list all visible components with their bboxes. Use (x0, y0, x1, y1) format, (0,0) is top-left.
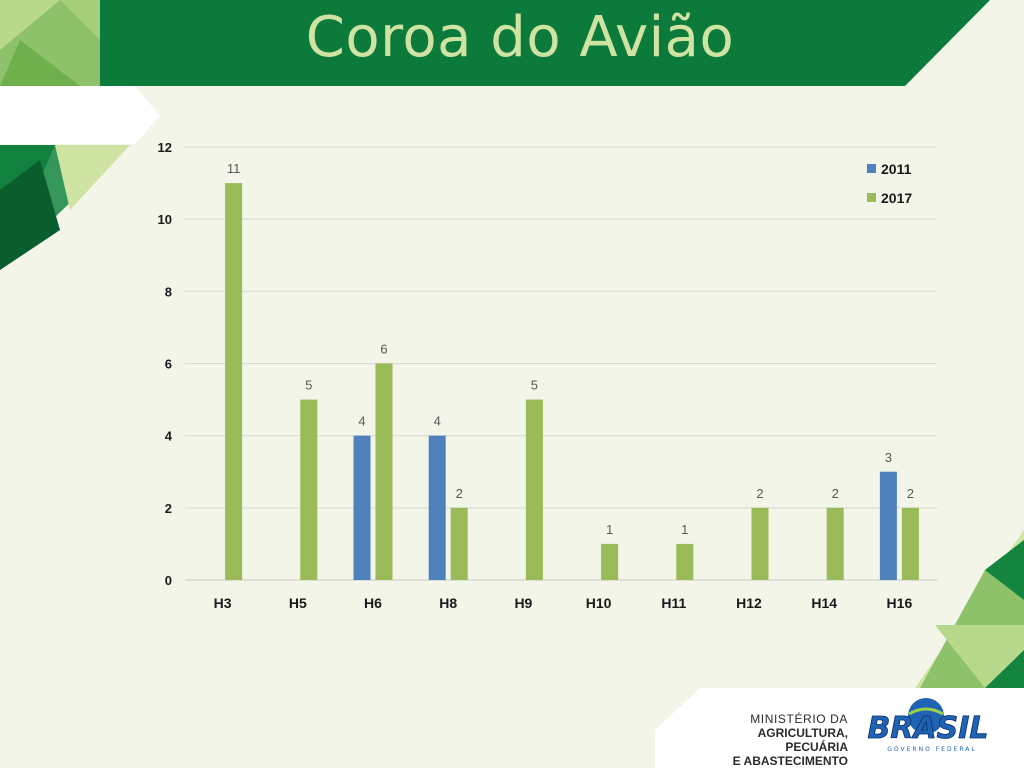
brand-text: BRASIL (867, 711, 988, 746)
x-tick-label: H14 (811, 595, 837, 611)
y-tick-label: 4 (165, 429, 173, 444)
legend-swatch-2011 (867, 164, 876, 173)
bar-2011-H16 (879, 471, 897, 580)
bar-2011-H6 (353, 435, 371, 580)
bar-2017-H16 (901, 507, 919, 580)
x-tick-label: H8 (439, 595, 457, 611)
legend-label-2017: 2017 (881, 190, 912, 206)
x-tick-label: H10 (586, 595, 612, 611)
data-label: 2 (832, 486, 839, 501)
data-label: 4 (358, 414, 365, 429)
data-label: 5 (531, 378, 538, 393)
legend-swatch-2017 (867, 193, 876, 202)
legend-label-2011: 2011 (881, 161, 912, 177)
y-tick-label: 10 (158, 212, 172, 227)
bar-2017-H8 (450, 507, 468, 580)
bars (225, 183, 919, 581)
x-tick-label: H6 (364, 595, 382, 611)
bar-2017-H5 (300, 399, 318, 580)
bar-2011-H8 (428, 435, 446, 580)
data-label: 11 (227, 161, 241, 176)
y-tick-label: 8 (165, 284, 172, 299)
data-label: 2 (456, 486, 463, 501)
bar-2017-H3 (225, 183, 243, 581)
x-tick-label: H11 (661, 595, 686, 611)
ministry-name: MINISTÉRIO DA AGRICULTURA, PECUÁRIA E AB… (702, 712, 848, 768)
brand-subtitle: GOVERNO FEDERAL (887, 746, 976, 753)
y-tick-label: 6 (165, 357, 172, 372)
y-tick-label: 12 (158, 140, 172, 155)
x-tick-label: H9 (514, 595, 532, 611)
legend: 2011 2017 (867, 161, 912, 206)
y-tick-label: 0 (165, 573, 172, 588)
x-tick-label: H3 (214, 595, 232, 611)
data-label: 2 (756, 486, 763, 501)
left-decoration (0, 0, 130, 270)
x-axis-ticks: H3 H5 H6 H8 H9 H10 H11 H12 H14 H16 (214, 595, 913, 611)
y-axis-ticks: 0 2 4 6 8 10 12 (158, 140, 173, 588)
ministry-line-1: MINISTÉRIO DA (750, 712, 848, 726)
bar-2017-H6 (375, 363, 393, 580)
data-label: 1 (681, 522, 688, 537)
data-label: 4 (434, 414, 441, 429)
title-bar (100, 0, 990, 86)
ministry-line-2: AGRICULTURA, PECUÁRIA (757, 726, 848, 754)
data-label: 5 (305, 378, 312, 393)
bar-2017-H14 (826, 507, 844, 580)
x-tick-label: H16 (887, 595, 913, 611)
data-label: 3 (885, 450, 892, 465)
white-tab-decoration (0, 86, 160, 144)
bar-2017-H9 (525, 399, 543, 580)
ministry-line-3: E ABASTECIMENTO (732, 754, 848, 768)
x-tick-label: H5 (289, 595, 307, 611)
bar-2017-H10 (601, 543, 619, 580)
brasil-logo: BRASIL GOVERNO FEDERAL (867, 698, 989, 753)
gridlines (185, 146, 937, 581)
page-title: Coroa do Avião (305, 5, 735, 70)
y-tick-label: 2 (165, 501, 172, 516)
bar-2017-H11 (676, 543, 694, 580)
data-label: 2 (907, 486, 914, 501)
x-tick-label: H12 (736, 595, 762, 611)
data-label: 6 (380, 342, 387, 357)
data-label: 1 (606, 522, 613, 537)
bar-2017-H12 (751, 507, 769, 580)
